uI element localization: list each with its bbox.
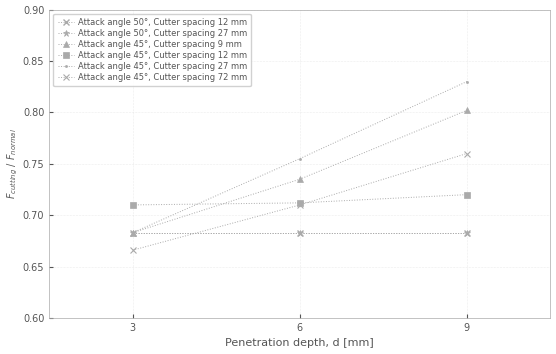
Legend: Attack angle 50°, Cutter spacing 12 mm, Attack angle 50°, Cutter spacing 27 mm, : Attack angle 50°, Cutter spacing 12 mm, … (53, 14, 251, 86)
Attack angle 45°, Cutter spacing 27 mm (130, 230, 136, 235)
Attack angle 45°, Cutter spacing 9 mm (130, 230, 136, 235)
Attack angle 50°, Cutter spacing 27 mm (296, 230, 303, 235)
Attack angle 45°, Cutter spacing 72 mm (130, 248, 136, 252)
Attack angle 45°, Cutter spacing 72 mm (464, 152, 470, 156)
Attack angle 45°, Cutter spacing 27 mm (464, 79, 470, 84)
Attack angle 50°, Cutter spacing 27 mm (130, 230, 136, 235)
Attack angle 50°, Cutter spacing 12 mm (130, 230, 136, 235)
Attack angle 45°, Cutter spacing 12 mm (130, 203, 136, 207)
Y-axis label: $F_{cutting}$ / $F_{normal}$: $F_{cutting}$ / $F_{normal}$ (6, 128, 20, 199)
Line: Attack angle 45°, Cutter spacing 27 mm: Attack angle 45°, Cutter spacing 27 mm (131, 79, 469, 235)
Attack angle 50°, Cutter spacing 12 mm (296, 230, 303, 235)
Attack angle 50°, Cutter spacing 12 mm (464, 230, 470, 235)
Attack angle 45°, Cutter spacing 27 mm (296, 156, 303, 161)
Line: Attack angle 45°, Cutter spacing 72 mm: Attack angle 45°, Cutter spacing 72 mm (130, 151, 470, 253)
Attack angle 45°, Cutter spacing 9 mm (464, 108, 470, 113)
X-axis label: Penetration depth, d [mm]: Penetration depth, d [mm] (225, 338, 374, 348)
Attack angle 45°, Cutter spacing 12 mm (296, 201, 303, 205)
Line: Attack angle 45°, Cutter spacing 9 mm: Attack angle 45°, Cutter spacing 9 mm (130, 108, 470, 235)
Line: Attack angle 45°, Cutter spacing 12 mm: Attack angle 45°, Cutter spacing 12 mm (130, 192, 470, 208)
Line: Attack angle 50°, Cutter spacing 12 mm: Attack angle 50°, Cutter spacing 12 mm (130, 229, 470, 236)
Attack angle 45°, Cutter spacing 9 mm (296, 177, 303, 181)
Line: Attack angle 50°, Cutter spacing 27 mm: Attack angle 50°, Cutter spacing 27 mm (130, 229, 470, 236)
Attack angle 45°, Cutter spacing 72 mm (296, 203, 303, 207)
Attack angle 45°, Cutter spacing 12 mm (464, 193, 470, 197)
Attack angle 50°, Cutter spacing 27 mm (464, 230, 470, 235)
